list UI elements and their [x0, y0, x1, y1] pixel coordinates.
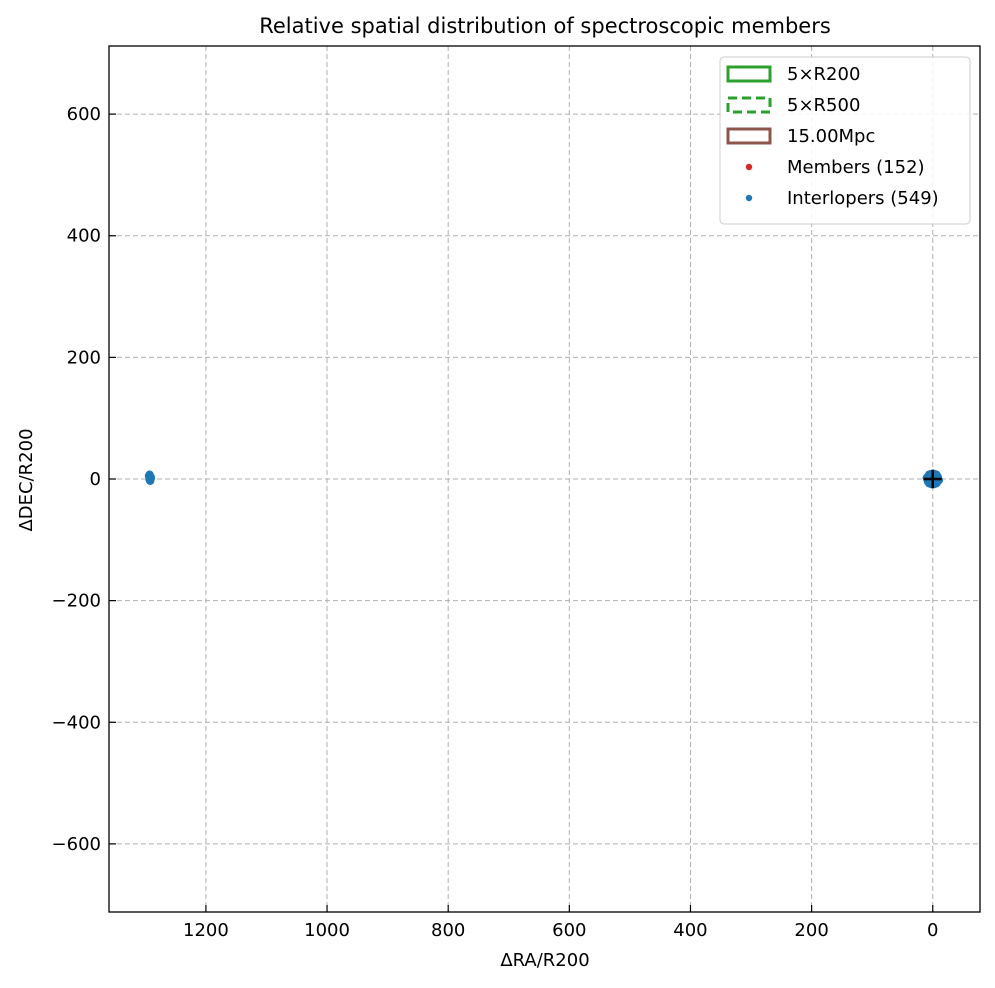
- x-tick-label: 1200: [183, 920, 229, 941]
- legend-label: 15.00Mpc: [787, 126, 875, 147]
- axes: 1200 1000 800 600 400 200 0 600 400 200 0 −200 −400 −…: [52, 45, 981, 941]
- x-tick-label: 400: [673, 920, 707, 941]
- legend-label: 5×R200: [787, 64, 860, 85]
- y-tick-label: 200: [67, 347, 101, 368]
- y-axis-label: ΔDEC/R200: [16, 428, 37, 531]
- grid: [109, 46, 980, 912]
- legend-rect-swatch: [726, 127, 772, 145]
- y-tick-label: 400: [67, 226, 101, 247]
- legend-rect-swatch: [726, 65, 772, 83]
- x-tick-label: 200: [794, 920, 828, 941]
- x-tick-label: 800: [431, 920, 465, 941]
- legend-entry: 5×R500: [726, 95, 860, 116]
- legend-dot-swatch: [745, 194, 753, 202]
- legend-entry: Members (152): [745, 157, 925, 178]
- legend-label: 5×R500: [787, 95, 860, 116]
- legend-entry: 5×R200: [726, 64, 860, 85]
- y-tick-label: 600: [67, 104, 101, 125]
- x-tick-label: 1000: [304, 920, 350, 941]
- y-tick-label: −600: [52, 834, 101, 855]
- y-tick-label: −200: [52, 591, 101, 612]
- interloper-point: [145, 473, 154, 482]
- legend-box: [719, 56, 971, 225]
- x-axis-label: ΔRA/R200: [500, 950, 589, 971]
- legend-entry: Interlopers (549): [745, 188, 939, 209]
- x-tick-label: 0: [927, 920, 938, 941]
- legend: 5×R200 5×R500 15.00Mpc Members (152) Interlo…: [719, 56, 971, 225]
- legend-dot-swatch: [745, 163, 753, 171]
- y-tick-label: 0: [90, 469, 101, 490]
- legend-label: Members (152): [787, 157, 925, 178]
- data-points: [144, 469, 944, 489]
- x-tick-label: 600: [552, 920, 586, 941]
- legend-rect-swatch: [726, 96, 772, 114]
- y-tick-label: −400: [52, 712, 101, 733]
- legend-entry: 15.00Mpc: [726, 126, 875, 147]
- chart-title: Relative spatial distribution of spectro…: [259, 14, 831, 38]
- center-cross-marker: [923, 470, 942, 488]
- legend-label: Interlopers (549): [787, 188, 939, 209]
